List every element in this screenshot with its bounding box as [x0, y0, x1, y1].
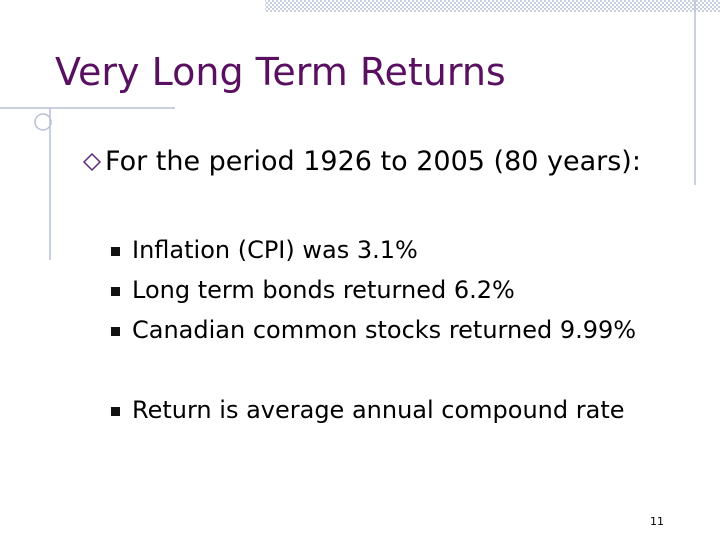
bullet: Canadian common stocks returned 9.99% [132, 316, 637, 344]
square-bullet [111, 327, 120, 336]
diamond-bullet [82, 152, 102, 172]
square-bullet [111, 407, 120, 416]
square-bullet [111, 287, 120, 296]
page-number: 11 [650, 515, 664, 528]
checker-band [265, 0, 720, 12]
bullet: Inflation (CPI) was 3.1% [132, 236, 418, 264]
main-point: For the period 1926 to 2005 (80 years): [105, 146, 641, 177]
bullet: Return is average annual compound rate [132, 396, 625, 424]
square-bullet [111, 247, 120, 256]
title: Very Long Term Returns [55, 50, 506, 94]
circle [34, 113, 52, 131]
bullet: Long term bonds returned 6.2% [132, 276, 515, 304]
